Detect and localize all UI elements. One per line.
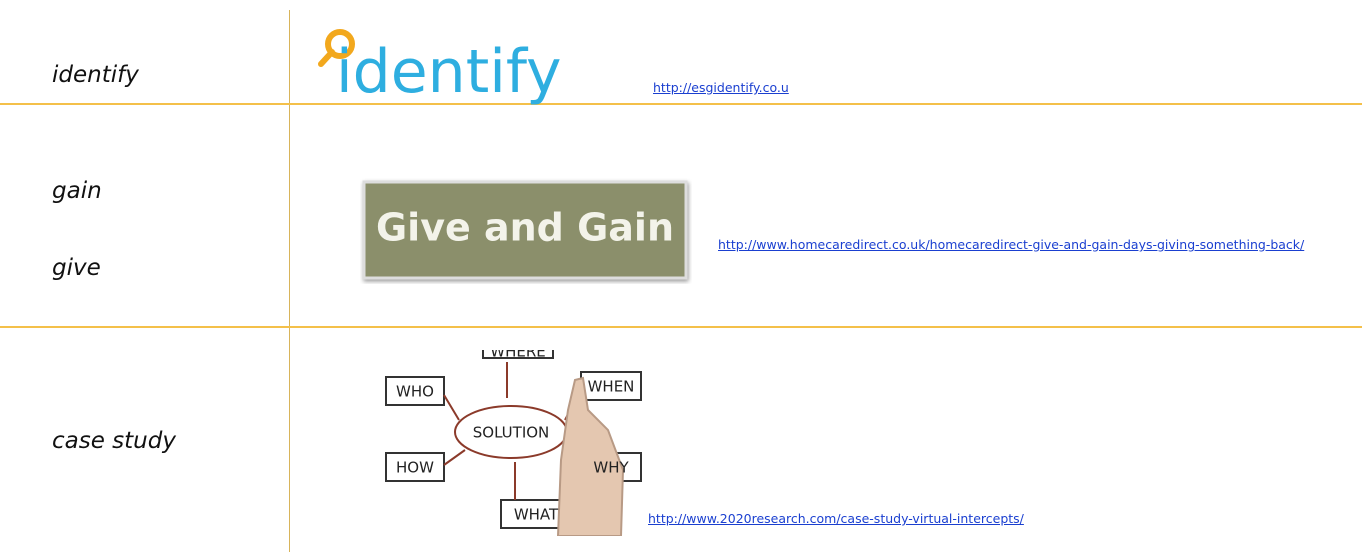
link[interactable]: http://www.homecaredirect.co.uk/homecare…	[718, 237, 1305, 252]
diagram: WHERE WHO WHEN SOLUTION HOW WHY WHAT	[385, 350, 642, 536]
diagram-text: WHY	[593, 459, 629, 477]
diagram-text: WHO	[396, 383, 434, 401]
term: case study	[52, 428, 176, 454]
term: gain	[52, 178, 102, 204]
link[interactable]: http://www.2020research.com/case-study-v…	[648, 511, 1024, 526]
term: give	[52, 255, 101, 281]
row-divider	[0, 103, 1362, 105]
diagram-text: HOW	[396, 459, 434, 477]
term: identify	[52, 62, 139, 88]
diagram-text: WHEN	[588, 378, 635, 396]
diagram-text: WHERE	[490, 350, 546, 361]
link[interactable]: http://esgidentify.co.u	[653, 80, 789, 95]
image: Give and Gain	[362, 180, 688, 280]
diagram-text: SOLUTION	[473, 424, 550, 442]
diagram-text: WHAT	[514, 506, 559, 524]
column-divider	[289, 10, 290, 552]
row-divider	[0, 326, 1362, 328]
logo-text: identify	[336, 37, 561, 107]
logo: identify	[318, 29, 561, 107]
image-text: Give and Gain	[376, 206, 674, 250]
